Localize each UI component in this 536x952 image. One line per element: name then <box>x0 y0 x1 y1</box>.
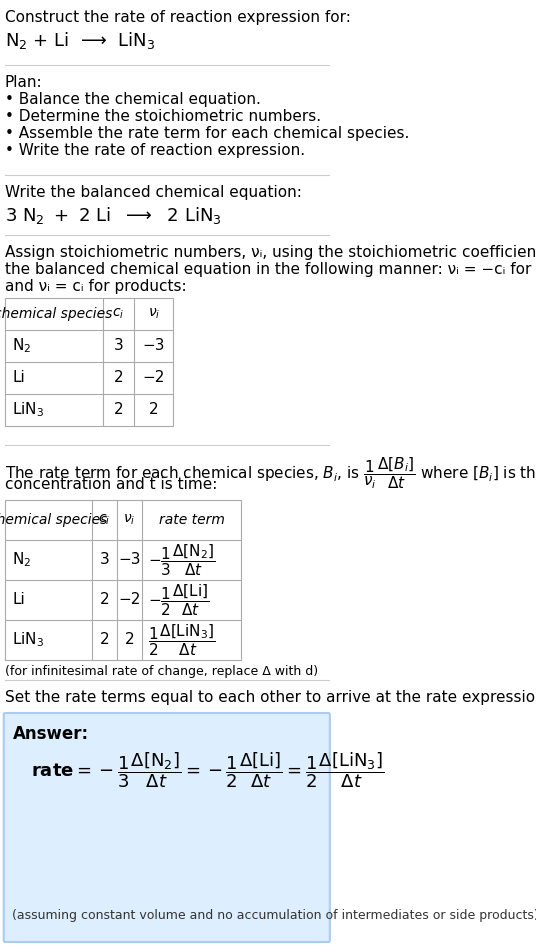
Text: Construct the rate of reaction expression for:: Construct the rate of reaction expressio… <box>5 10 351 25</box>
Text: $\nu_i$: $\nu_i$ <box>123 513 136 527</box>
Text: 3: 3 <box>114 339 123 353</box>
Text: • Balance the chemical equation.: • Balance the chemical equation. <box>5 92 261 107</box>
Text: (for infinitesimal rate of change, replace Δ with d): (for infinitesimal rate of change, repla… <box>5 665 318 678</box>
Text: −2: −2 <box>143 370 165 386</box>
Text: 2: 2 <box>149 403 159 418</box>
Text: $-\dfrac{1}{3}\dfrac{\Delta[\mathrm{N_2}]}{\Delta t}$: $-\dfrac{1}{3}\dfrac{\Delta[\mathrm{N_2}… <box>148 542 215 578</box>
Text: $3\ \mathrm{N_2}\ +\ 2\ \mathrm{Li}\ \ \longrightarrow\ \ 2\ \mathrm{LiN_3}$: $3\ \mathrm{N_2}\ +\ 2\ \mathrm{Li}\ \ \… <box>5 205 222 226</box>
Text: the balanced chemical equation in the following manner: νᵢ = −cᵢ for reactants: the balanced chemical equation in the fo… <box>5 262 536 277</box>
Text: Li: Li <box>12 370 25 386</box>
Text: Answer:: Answer: <box>12 725 88 743</box>
Text: The rate term for each chemical species, $B_i$, is $\dfrac{1}{\nu_i}\dfrac{\Delt: The rate term for each chemical species,… <box>5 455 536 491</box>
Text: • Determine the stoichiometric numbers.: • Determine the stoichiometric numbers. <box>5 109 321 124</box>
Text: 2: 2 <box>100 632 109 647</box>
Text: $\mathrm{LiN_3}$: $\mathrm{LiN_3}$ <box>12 401 44 419</box>
Text: $\mathbf{rate} = -\dfrac{1}{3}\dfrac{\Delta[\mathrm{N_2}]}{\Delta t} = -\dfrac{1: $\mathbf{rate} = -\dfrac{1}{3}\dfrac{\De… <box>31 750 384 790</box>
Text: • Assemble the rate term for each chemical species.: • Assemble the rate term for each chemic… <box>5 126 410 141</box>
Text: $\mathrm{N_2}$: $\mathrm{N_2}$ <box>12 550 32 569</box>
Text: −2: −2 <box>118 592 140 607</box>
Text: $\mathrm{LiN_3}$: $\mathrm{LiN_3}$ <box>12 630 44 649</box>
Text: Li: Li <box>12 592 25 607</box>
Text: 2: 2 <box>125 632 134 647</box>
Text: Set the rate terms equal to each other to arrive at the rate expression:: Set the rate terms equal to each other t… <box>5 690 536 705</box>
Text: 2: 2 <box>100 592 109 607</box>
Text: −3: −3 <box>118 552 140 567</box>
Text: Assign stoichiometric numbers, νᵢ, using the stoichiometric coefficients, cᵢ, fr: Assign stoichiometric numbers, νᵢ, using… <box>5 245 536 260</box>
Text: $\nu_i$: $\nu_i$ <box>147 307 160 321</box>
Text: $\mathrm{N_2}$: $\mathrm{N_2}$ <box>12 337 32 355</box>
Text: concentration and t is time:: concentration and t is time: <box>5 477 218 492</box>
Text: • Write the rate of reaction expression.: • Write the rate of reaction expression. <box>5 143 305 158</box>
Bar <box>5 298 173 426</box>
Text: Plan:: Plan: <box>5 75 42 90</box>
Text: $-\dfrac{1}{2}\dfrac{\Delta[\mathrm{Li}]}{\Delta t}$: $-\dfrac{1}{2}\dfrac{\Delta[\mathrm{Li}]… <box>148 582 210 618</box>
Text: 3: 3 <box>100 552 109 567</box>
Text: $\mathrm{N_2}$ + Li  ⟶  $\mathrm{LiN_3}$: $\mathrm{N_2}$ + Li ⟶ $\mathrm{LiN_3}$ <box>5 30 155 51</box>
Text: rate term: rate term <box>159 513 225 527</box>
Text: Write the balanced chemical equation:: Write the balanced chemical equation: <box>5 185 302 200</box>
Text: $\dfrac{1}{2}\dfrac{\Delta[\mathrm{LiN_3}]}{\Delta t}$: $\dfrac{1}{2}\dfrac{\Delta[\mathrm{LiN_3… <box>148 622 215 658</box>
Text: 2: 2 <box>114 370 123 386</box>
Text: chemical species: chemical species <box>0 513 108 527</box>
Text: 2: 2 <box>114 403 123 418</box>
FancyBboxPatch shape <box>4 713 330 942</box>
Text: $c_i$: $c_i$ <box>112 307 124 321</box>
Text: chemical species: chemical species <box>0 307 113 321</box>
Text: −3: −3 <box>143 339 165 353</box>
Text: and νᵢ = cᵢ for products:: and νᵢ = cᵢ for products: <box>5 279 187 294</box>
Text: $c_i$: $c_i$ <box>99 513 111 527</box>
Text: (assuming constant volume and no accumulation of intermediates or side products): (assuming constant volume and no accumul… <box>12 909 536 922</box>
Bar <box>5 500 242 660</box>
